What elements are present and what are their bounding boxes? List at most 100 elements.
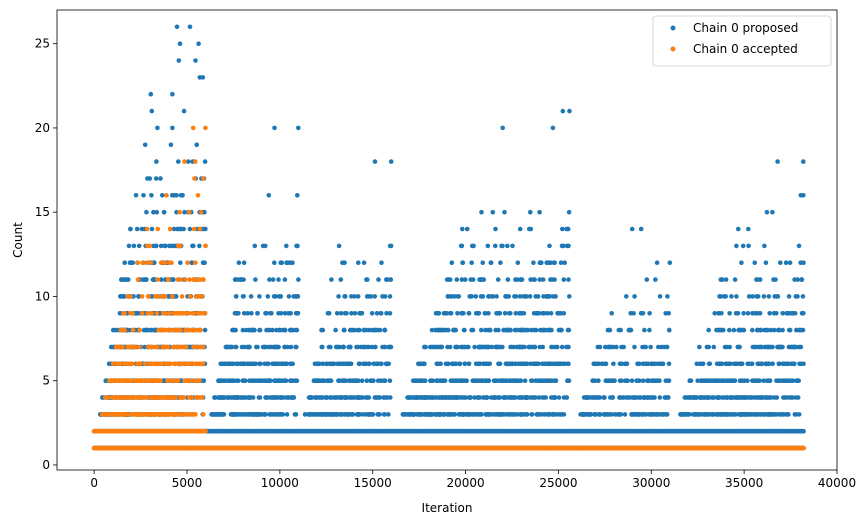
data-point [519,344,525,350]
data-point [551,412,556,417]
data-point [338,311,344,316]
data-point [170,277,176,282]
data-point [309,395,315,400]
data-point [176,58,182,63]
data-point [560,108,566,114]
data-point [385,277,390,282]
data-point [456,378,462,384]
data-point [294,243,299,249]
data-point [247,378,252,384]
data-point [665,395,671,400]
data-point [666,361,672,367]
data-point [595,344,601,350]
data-point [464,226,470,232]
data-point [622,378,628,384]
data-point [559,344,565,350]
data-point [447,395,452,400]
data-point [342,260,347,266]
data-point [546,260,551,266]
data-point [640,378,646,384]
data-point [293,412,299,417]
data-point [241,277,246,282]
data-point [745,361,750,367]
data-point [587,412,592,417]
data-point [649,395,655,400]
data-point [361,361,366,367]
data-point [647,311,652,316]
data-point [262,412,267,417]
data-point [178,260,183,266]
data-point [695,378,700,384]
data-point [336,294,341,299]
data-point [485,243,491,249]
data-point [776,361,782,367]
data-point [360,395,365,400]
data-point [769,395,774,400]
data-point [227,344,233,350]
data-point [764,361,769,367]
data-point [129,260,134,266]
data-point [174,24,180,30]
data-point [629,226,635,232]
data-point [444,311,450,316]
data-point [471,378,477,384]
data-point [408,395,414,400]
data-point [167,243,172,249]
data-point [343,378,349,384]
data-point [741,395,747,400]
data-point [151,209,156,215]
data-point [567,108,572,114]
data-point [514,327,520,333]
data-point [529,327,534,333]
data-point [508,361,513,367]
data-point [528,209,533,215]
data-point [436,361,441,367]
data-point [456,412,461,417]
data-point [559,243,565,249]
data-point [564,395,570,400]
data-point [103,378,109,384]
data-point [166,294,171,299]
data-point [500,344,505,350]
data-point [609,311,614,316]
data-point [534,412,539,417]
data-point [693,412,698,417]
data-point [648,344,653,350]
data-point [704,344,710,350]
data-point [797,344,803,350]
data-point [359,311,364,316]
data-point [280,327,286,333]
data-point [258,412,263,417]
data-point [268,311,273,316]
data-point [122,260,127,266]
data-point [501,327,507,333]
data-point [513,277,518,282]
data-point [141,193,146,198]
data-point [277,378,283,384]
data-point [487,361,493,367]
data-point [555,361,561,367]
data-point [250,395,256,400]
data-point [118,294,123,299]
data-point [459,311,464,316]
data-point [507,311,512,316]
data-point [319,327,324,333]
data-point [331,361,337,367]
data-point [429,395,435,400]
data-point [497,311,502,316]
data-point [632,294,637,299]
data-point [357,361,362,367]
data-point [163,243,168,249]
data-point [610,395,615,400]
data-point [355,294,361,299]
data-point [232,327,237,333]
data-point [270,361,276,367]
data-point [200,260,206,266]
data-point [182,209,187,215]
data-point [711,344,717,350]
data-point [489,294,495,299]
data-point [348,395,353,400]
data-point [161,209,167,215]
data-point [279,361,284,367]
data-point [227,378,233,384]
